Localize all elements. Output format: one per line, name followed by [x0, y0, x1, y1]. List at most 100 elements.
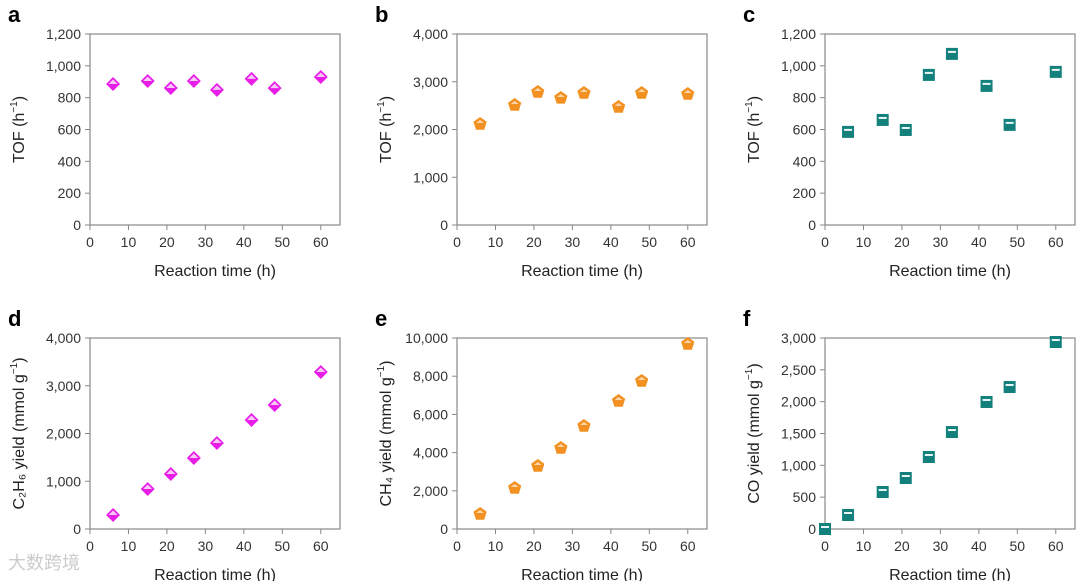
marker-highlight: [476, 120, 485, 124]
y-tick-label: 1,000: [413, 169, 448, 185]
pentagon-marker: [531, 459, 545, 472]
marker-highlight: [844, 511, 853, 514]
pentagon-marker: [681, 337, 695, 350]
data-point: [945, 47, 958, 60]
y-tick-label: 10,000: [405, 330, 448, 346]
y-axis-label-end: ): [378, 361, 395, 366]
y-tick-label: 4,000: [46, 330, 81, 346]
pentagon-marker: [577, 86, 591, 99]
y-axis-label: CH₄ yield (mmol g−1): [376, 361, 395, 507]
data-point: [876, 113, 889, 126]
y-axis-label-sup: −1: [376, 101, 387, 113]
marker-highlight: [166, 469, 176, 474]
y-axis-label: CO yield (mmol g−1): [744, 363, 763, 503]
square-marker: [876, 113, 889, 126]
x-tick-label: 20: [894, 538, 910, 554]
x-tick-label: 0: [821, 234, 829, 250]
y-tick-label: 1,000: [46, 58, 81, 74]
y-axis-label-main: C₂H₆ yield (mmol g: [11, 374, 28, 509]
y-tick-label: 500: [793, 489, 817, 505]
y-tick-label: 4,000: [413, 26, 448, 42]
data-point: [681, 87, 695, 100]
y-tick-label: 1,200: [46, 26, 81, 42]
panel-f: f 0 10 20 30 40 50 60 0 500 1,000 1,500 2,000 2,500 3,…: [743, 306, 1076, 581]
marker-highlight: [683, 90, 692, 94]
data-point: [980, 395, 993, 408]
plot-frame: [456, 337, 708, 530]
marker-highlight: [108, 79, 118, 84]
data-point: [209, 82, 224, 97]
marker-highlight: [982, 398, 991, 401]
x-tick-label: 50: [275, 234, 291, 250]
square-marker: [819, 523, 831, 535]
data-point: [922, 68, 935, 81]
x-tick-label: 30: [198, 538, 214, 554]
x-axis-label: Reaction time (h): [154, 567, 276, 581]
x-tick-label: 10: [121, 538, 137, 554]
marker-highlight: [878, 116, 887, 119]
pentagon-marker: [577, 419, 591, 432]
data-point: [819, 523, 831, 535]
data-point: [244, 412, 259, 427]
data-point: [1003, 118, 1016, 131]
data-point: [106, 76, 121, 91]
x-tick-label: 10: [856, 234, 872, 250]
square-marker: [1003, 118, 1016, 131]
data-point: [106, 508, 121, 523]
x-tick-label: 50: [642, 234, 658, 250]
data-point: [313, 364, 328, 379]
watermark: 大数跨境: [8, 553, 80, 574]
pentagon-marker: [508, 481, 522, 494]
marker-highlight: [1005, 384, 1014, 387]
marker-highlight: [844, 128, 853, 131]
x-axis-label: Reaction time (h): [521, 263, 643, 280]
pentagon-marker: [635, 374, 649, 387]
x-tick-label: 60: [1048, 234, 1064, 250]
plot-frame: [89, 337, 341, 530]
marker-highlight: [1051, 68, 1060, 71]
marker-highlight: [533, 88, 542, 92]
data-point: [611, 394, 626, 407]
data-point: [163, 466, 178, 481]
marker-highlight: [982, 82, 991, 85]
x-tick-label: 40: [236, 234, 252, 250]
x-tick-label: 40: [236, 538, 252, 554]
x-axis-label: Reaction time (h): [521, 567, 643, 581]
pentagon-marker: [681, 87, 695, 100]
y-tick-label: 0: [440, 217, 448, 233]
y-axis-label: TOF (h−1): [376, 96, 395, 163]
y-tick-label: 400: [58, 153, 82, 169]
x-tick-label: 40: [971, 538, 987, 554]
data-point: [267, 397, 282, 412]
x-tick-label: 60: [313, 538, 329, 554]
pentagon-marker: [473, 507, 487, 520]
y-tick-label: 6,000: [413, 406, 448, 422]
y-axis-label-sup: −1: [376, 365, 387, 377]
marker-highlight: [143, 76, 153, 81]
y-tick-label: 600: [793, 122, 817, 138]
x-tick-label: 20: [894, 234, 910, 250]
marker-highlight: [166, 83, 176, 88]
marker-highlight: [510, 483, 519, 487]
x-tick-label: 10: [856, 538, 872, 554]
marker-highlight: [247, 415, 257, 420]
y-axis-label: TOF (h−1): [744, 96, 763, 163]
y-axis-label-sup: −1: [744, 101, 755, 113]
marker-highlight: [947, 429, 956, 432]
marker-highlight: [556, 93, 565, 97]
data-point: [635, 374, 649, 387]
marker-highlight: [108, 510, 118, 516]
y-tick-label: 1,200: [781, 26, 816, 42]
data-point: [531, 459, 545, 472]
y-tick-label: 2,500: [781, 362, 816, 378]
marker-highlight: [143, 484, 153, 489]
data-point: [186, 450, 201, 465]
y-axis-label-sup: −1: [9, 362, 20, 374]
square-marker: [945, 47, 958, 60]
panel-label: a: [8, 2, 21, 27]
y-tick-label: 1,500: [781, 426, 816, 442]
x-axis-label: Reaction time (h): [154, 263, 276, 280]
marker-highlight: [212, 85, 222, 90]
data-point: [681, 337, 695, 350]
marker-highlight: [901, 475, 910, 478]
